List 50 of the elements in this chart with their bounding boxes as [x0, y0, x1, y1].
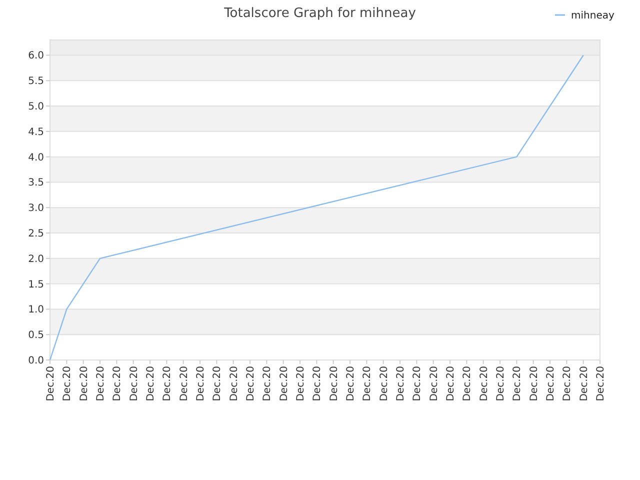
legend-label: mihneay [571, 10, 614, 22]
x-tick-label: Dec.20 [212, 366, 224, 402]
y-tick-label: 0.5 [28, 330, 44, 342]
x-tick-label: Dec.20 [128, 366, 140, 402]
x-tick-label: Dec.20 [228, 366, 240, 402]
x-tick-label: Dec.20 [146, 366, 156, 402]
x-tick-label: Dec.20 [312, 366, 324, 402]
y-tick-label: 4.0 [28, 152, 44, 164]
x-tick-label: Dec.20 [428, 366, 440, 402]
x-tick-label: Dec.20 [362, 366, 374, 402]
x-tick-label: Dec.20 [112, 366, 124, 402]
x-tick-label: Dec.20 [462, 366, 474, 402]
y-tick-label: 6.0 [28, 50, 44, 62]
x-tick-label: Dec.20 [78, 366, 90, 402]
y-tick-label: 3.0 [28, 203, 44, 214]
x-tick-label: Dec.20 [262, 366, 274, 402]
y-tick-label: 1.5 [28, 279, 44, 290]
x-tick-label: Dec.20 [62, 366, 74, 402]
x-tick-label: Dec.20 [346, 366, 356, 402]
x-tick-label: Dec.20 [596, 366, 606, 402]
y-tick-label: 5.5 [28, 76, 44, 88]
y-tick-label: 2.0 [28, 254, 44, 265]
x-tick-label: Dec.20 [446, 366, 456, 402]
x-tick-label: Dec.20 [578, 366, 590, 402]
chart-title: Totalscore Graph for mihneay [223, 6, 416, 21]
x-tick-label: Dec.20 [178, 366, 190, 402]
x-tick-label: Dec.20 [546, 366, 556, 402]
x-tick-label: Dec.20 [412, 366, 424, 402]
x-tick-label: Dec.20 [478, 366, 490, 402]
x-tick-label: Dec.20 [96, 366, 106, 402]
y-tick-label: 5.0 [28, 102, 44, 113]
x-tick-label: Dec.20 [196, 366, 206, 402]
x-tick-label: Dec.20 [162, 366, 174, 402]
x-tick-label: Dec.20 [562, 366, 574, 402]
y-tick-label: 3.5 [28, 178, 44, 189]
x-tick-label: Dec.20 [328, 366, 340, 402]
line-series [49, 54, 584, 361]
x-tick-label: Dec.20 [528, 366, 540, 402]
x-tick-label: Dec.20 [396, 366, 406, 402]
y-tick-label: 0.0 [28, 356, 44, 366]
y-tick-label: 1.0 [28, 304, 44, 316]
x-tick-label: Dec.20 [512, 366, 524, 402]
x-tick-label: Dec.20 [278, 366, 290, 402]
x-tick-label: Dec.20 [296, 366, 306, 402]
y-tick-label: 4.5 [28, 126, 44, 138]
x-tick-label: Dec.20 [496, 366, 506, 402]
x-tick-label: Dec.20 [378, 366, 390, 402]
x-tick-label: Dec.20 [46, 366, 56, 402]
x-tick-label: Dec.20 [246, 366, 256, 402]
y-tick-label: 2.5 [28, 228, 44, 240]
